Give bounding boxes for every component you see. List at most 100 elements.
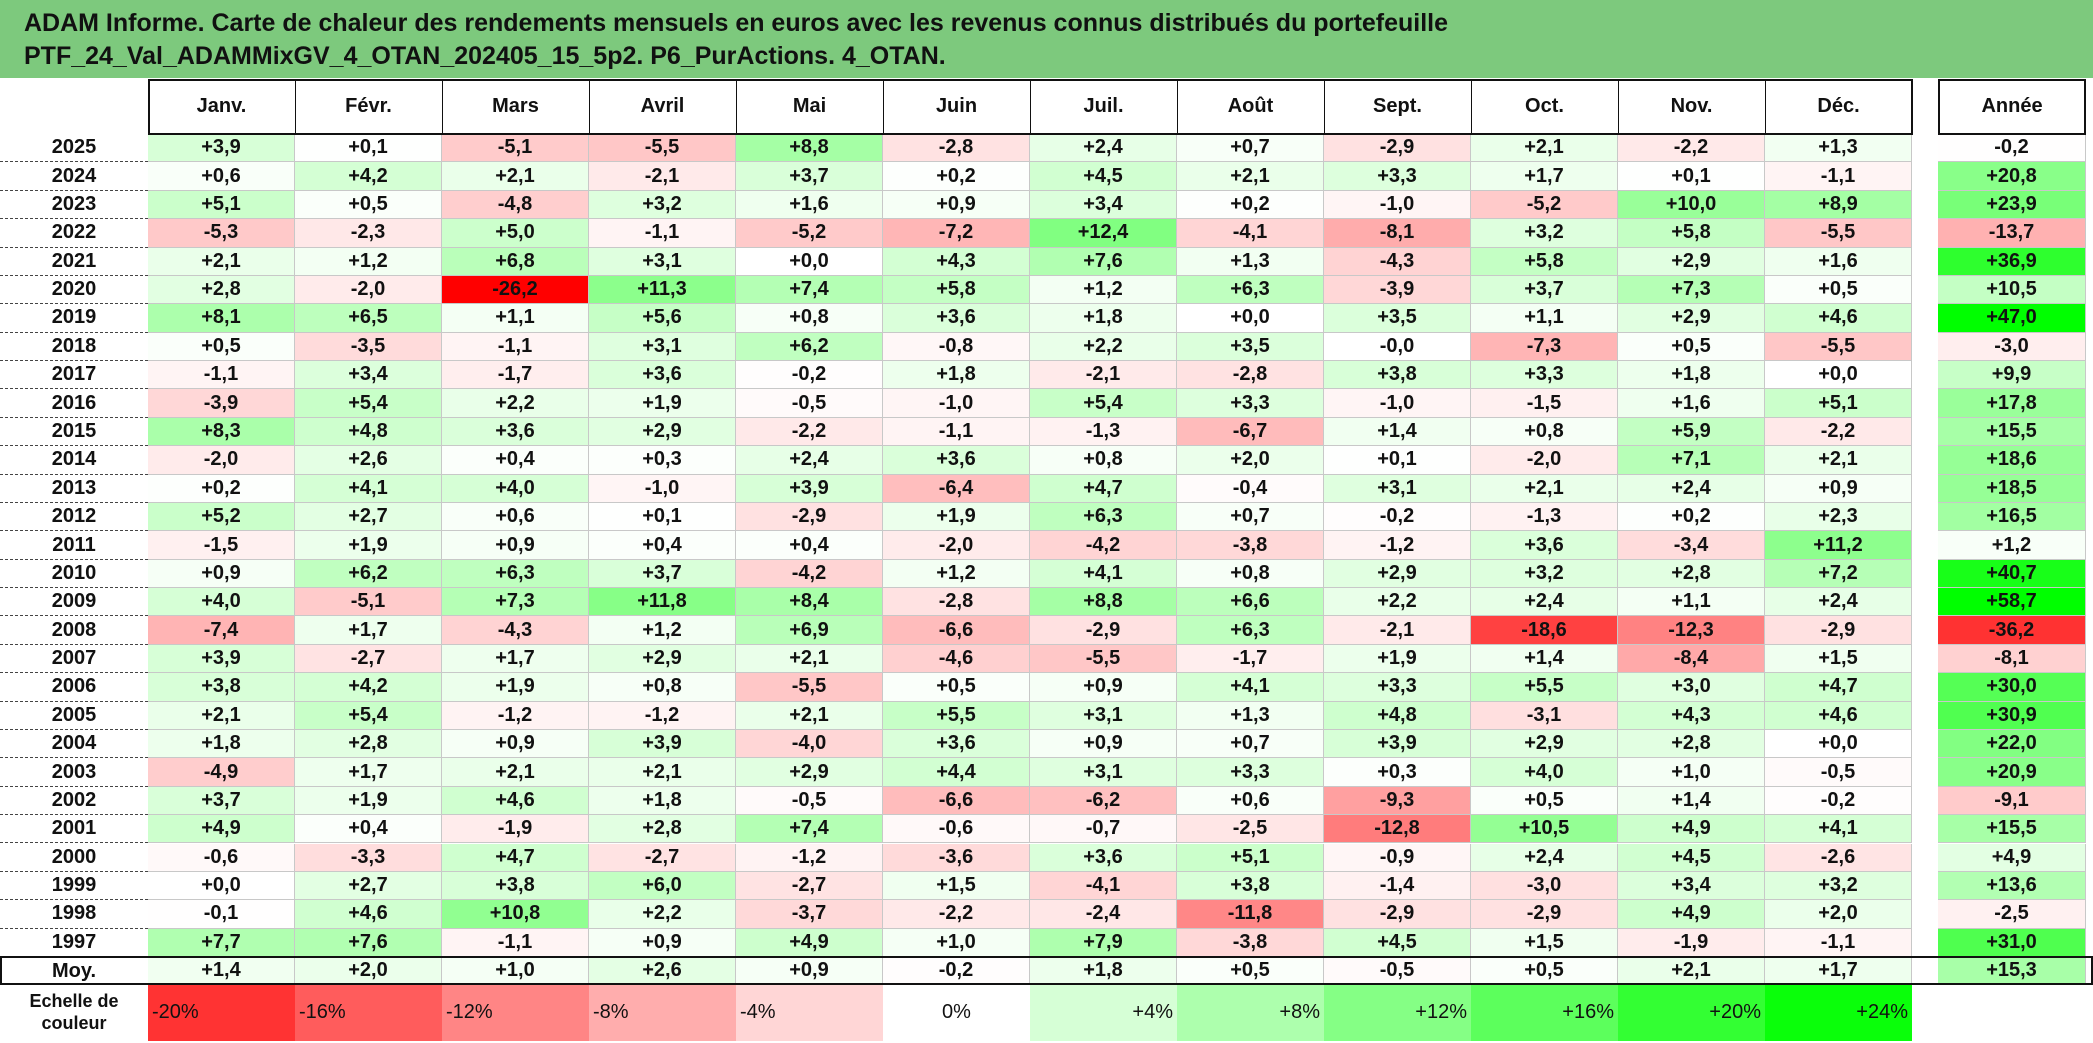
month-value-cell: -0,0 <box>1324 332 1471 362</box>
month-value-cell: +4,5 <box>1324 928 1471 957</box>
month-value-cell: +3,7 <box>1471 275 1618 305</box>
month-value-cell: -0,2 <box>1765 786 1912 816</box>
header-separator <box>883 79 884 134</box>
month-value-cell: -9,3 <box>1324 786 1471 816</box>
month-value-cell: +6,6 <box>1177 588 1324 617</box>
month-value-cell: +0,5 <box>1618 332 1765 362</box>
month-value-cell: +3,8 <box>442 871 589 901</box>
month-value-cell: +1,6 <box>1765 247 1912 276</box>
month-value-cell: +6,3 <box>1177 275 1324 305</box>
average-value-cell: +1,4 <box>148 957 295 986</box>
month-value-cell: +0,5 <box>883 673 1030 702</box>
month-value-cell: +4,9 <box>736 928 883 957</box>
month-value-cell: +3,1 <box>1030 758 1177 787</box>
month-value-cell: +0,8 <box>736 304 883 333</box>
year-label: 2013 <box>0 475 148 503</box>
month-value-cell: +0,1 <box>589 502 736 532</box>
month-value-cell: -4,1 <box>1177 219 1324 248</box>
month-value-cell: -2,2 <box>736 417 883 447</box>
month-value-cell: +0,9 <box>442 531 589 560</box>
month-value-cell: +3,4 <box>295 361 442 390</box>
month-value-cell: -0,1 <box>148 900 295 929</box>
month-value-cell: +2,1 <box>1765 446 1912 475</box>
month-value-cell: -3,9 <box>1324 275 1471 305</box>
month-value-cell: +5,4 <box>1030 389 1177 418</box>
month-value-cell: +1,8 <box>589 786 736 816</box>
month-value-cell: +1,9 <box>295 531 442 560</box>
header-separator <box>1324 79 1325 134</box>
month-value-cell: -1,0 <box>1324 190 1471 220</box>
annual-value-cell: +47,0 <box>1938 304 2086 333</box>
month-value-cell: +5,4 <box>295 389 442 418</box>
month-value-cell: -1,1 <box>442 332 589 362</box>
month-value-cell: -1,5 <box>1471 389 1618 418</box>
month-value-cell: -2,9 <box>1765 616 1912 645</box>
annual-value-cell: +30,9 <box>1938 701 2086 730</box>
annual-value-cell: +1,2 <box>1938 531 2086 560</box>
month-value-cell: -5,5 <box>736 673 883 702</box>
color-scale-step: -8% <box>589 983 736 1041</box>
month-header: Janv. <box>196 95 247 117</box>
month-value-cell: +4,0 <box>1471 758 1618 787</box>
month-header: Juil. <box>1083 95 1124 117</box>
month-value-cell: +4,9 <box>1618 900 1765 929</box>
month-value-cell: +1,8 <box>883 361 1030 390</box>
month-value-cell: +2,8 <box>1618 729 1765 759</box>
month-value-cell: -0,4 <box>1177 474 1324 503</box>
month-value-cell: +2,1 <box>442 758 589 787</box>
month-value-cell: +5,2 <box>148 502 295 532</box>
month-value-cell: +2,8 <box>148 275 295 305</box>
year-label: 2004 <box>0 730 148 759</box>
month-value-cell: +4,9 <box>1618 815 1765 844</box>
month-value-cell: -7,4 <box>148 616 295 645</box>
month-value-cell: -2,9 <box>1030 616 1177 645</box>
month-header: Juin <box>935 95 978 117</box>
month-value-cell: +3,6 <box>1030 843 1177 872</box>
month-value-cell: -2,9 <box>1324 900 1471 929</box>
month-value-cell: -2,9 <box>736 502 883 532</box>
month-value-cell: +4,1 <box>295 474 442 503</box>
month-value-cell: +2,2 <box>442 389 589 418</box>
month-value-cell: +0,3 <box>1324 758 1471 787</box>
month-value-cell: +3,1 <box>1030 701 1177 730</box>
month-value-cell: +3,3 <box>1177 389 1324 418</box>
month-value-cell: +1,1 <box>442 304 589 333</box>
month-value-cell: +8,1 <box>148 304 295 333</box>
month-value-cell: -18,6 <box>1471 616 1618 645</box>
month-value-cell: +2,7 <box>295 871 442 901</box>
month-value-cell: +5,9 <box>1618 417 1765 447</box>
month-value-cell: +7,4 <box>736 275 883 305</box>
month-value-cell: -11,8 <box>1177 900 1324 929</box>
month-value-cell: +5,1 <box>1177 843 1324 872</box>
month-value-cell: +3,3 <box>1324 673 1471 702</box>
month-value-cell: -5,3 <box>148 219 295 248</box>
month-value-cell: +3,7 <box>148 786 295 816</box>
month-value-cell: +4,8 <box>295 417 442 447</box>
month-value-cell: +5,1 <box>1765 389 1912 418</box>
month-value-cell: -2,7 <box>736 871 883 901</box>
month-value-cell: -5,5 <box>589 134 736 163</box>
month-value-cell: +0,3 <box>589 446 736 475</box>
month-value-cell: +3,3 <box>1177 758 1324 787</box>
month-value-cell: -3,4 <box>1618 531 1765 560</box>
month-value-cell: +7,7 <box>148 928 295 957</box>
month-value-cell: +0,2 <box>1618 502 1765 532</box>
month-value-cell: +3,1 <box>1324 474 1471 503</box>
month-value-cell: -3,8 <box>1177 928 1324 957</box>
month-value-cell: -5,5 <box>1765 332 1912 362</box>
month-value-cell: -5,2 <box>1471 190 1618 220</box>
month-value-cell: -1,2 <box>736 843 883 872</box>
month-value-cell: -4,2 <box>1030 531 1177 560</box>
average-value-cell: +2,1 <box>1618 957 1765 986</box>
month-value-cell: -0,7 <box>1030 815 1177 844</box>
month-value-cell: -6,6 <box>883 786 1030 816</box>
annual-value-cell: +20,8 <box>1938 162 2086 191</box>
month-value-cell: +3,5 <box>1177 332 1324 362</box>
month-value-cell: -3,0 <box>1471 871 1618 901</box>
color-scale-step: +8% <box>1177 983 1324 1041</box>
month-value-cell: +0,1 <box>1324 446 1471 475</box>
month-value-cell: +2,8 <box>1618 559 1765 589</box>
month-value-cell: +1,2 <box>589 616 736 645</box>
month-value-cell: +0,9 <box>1030 729 1177 759</box>
month-value-cell: -2,8 <box>1177 361 1324 390</box>
